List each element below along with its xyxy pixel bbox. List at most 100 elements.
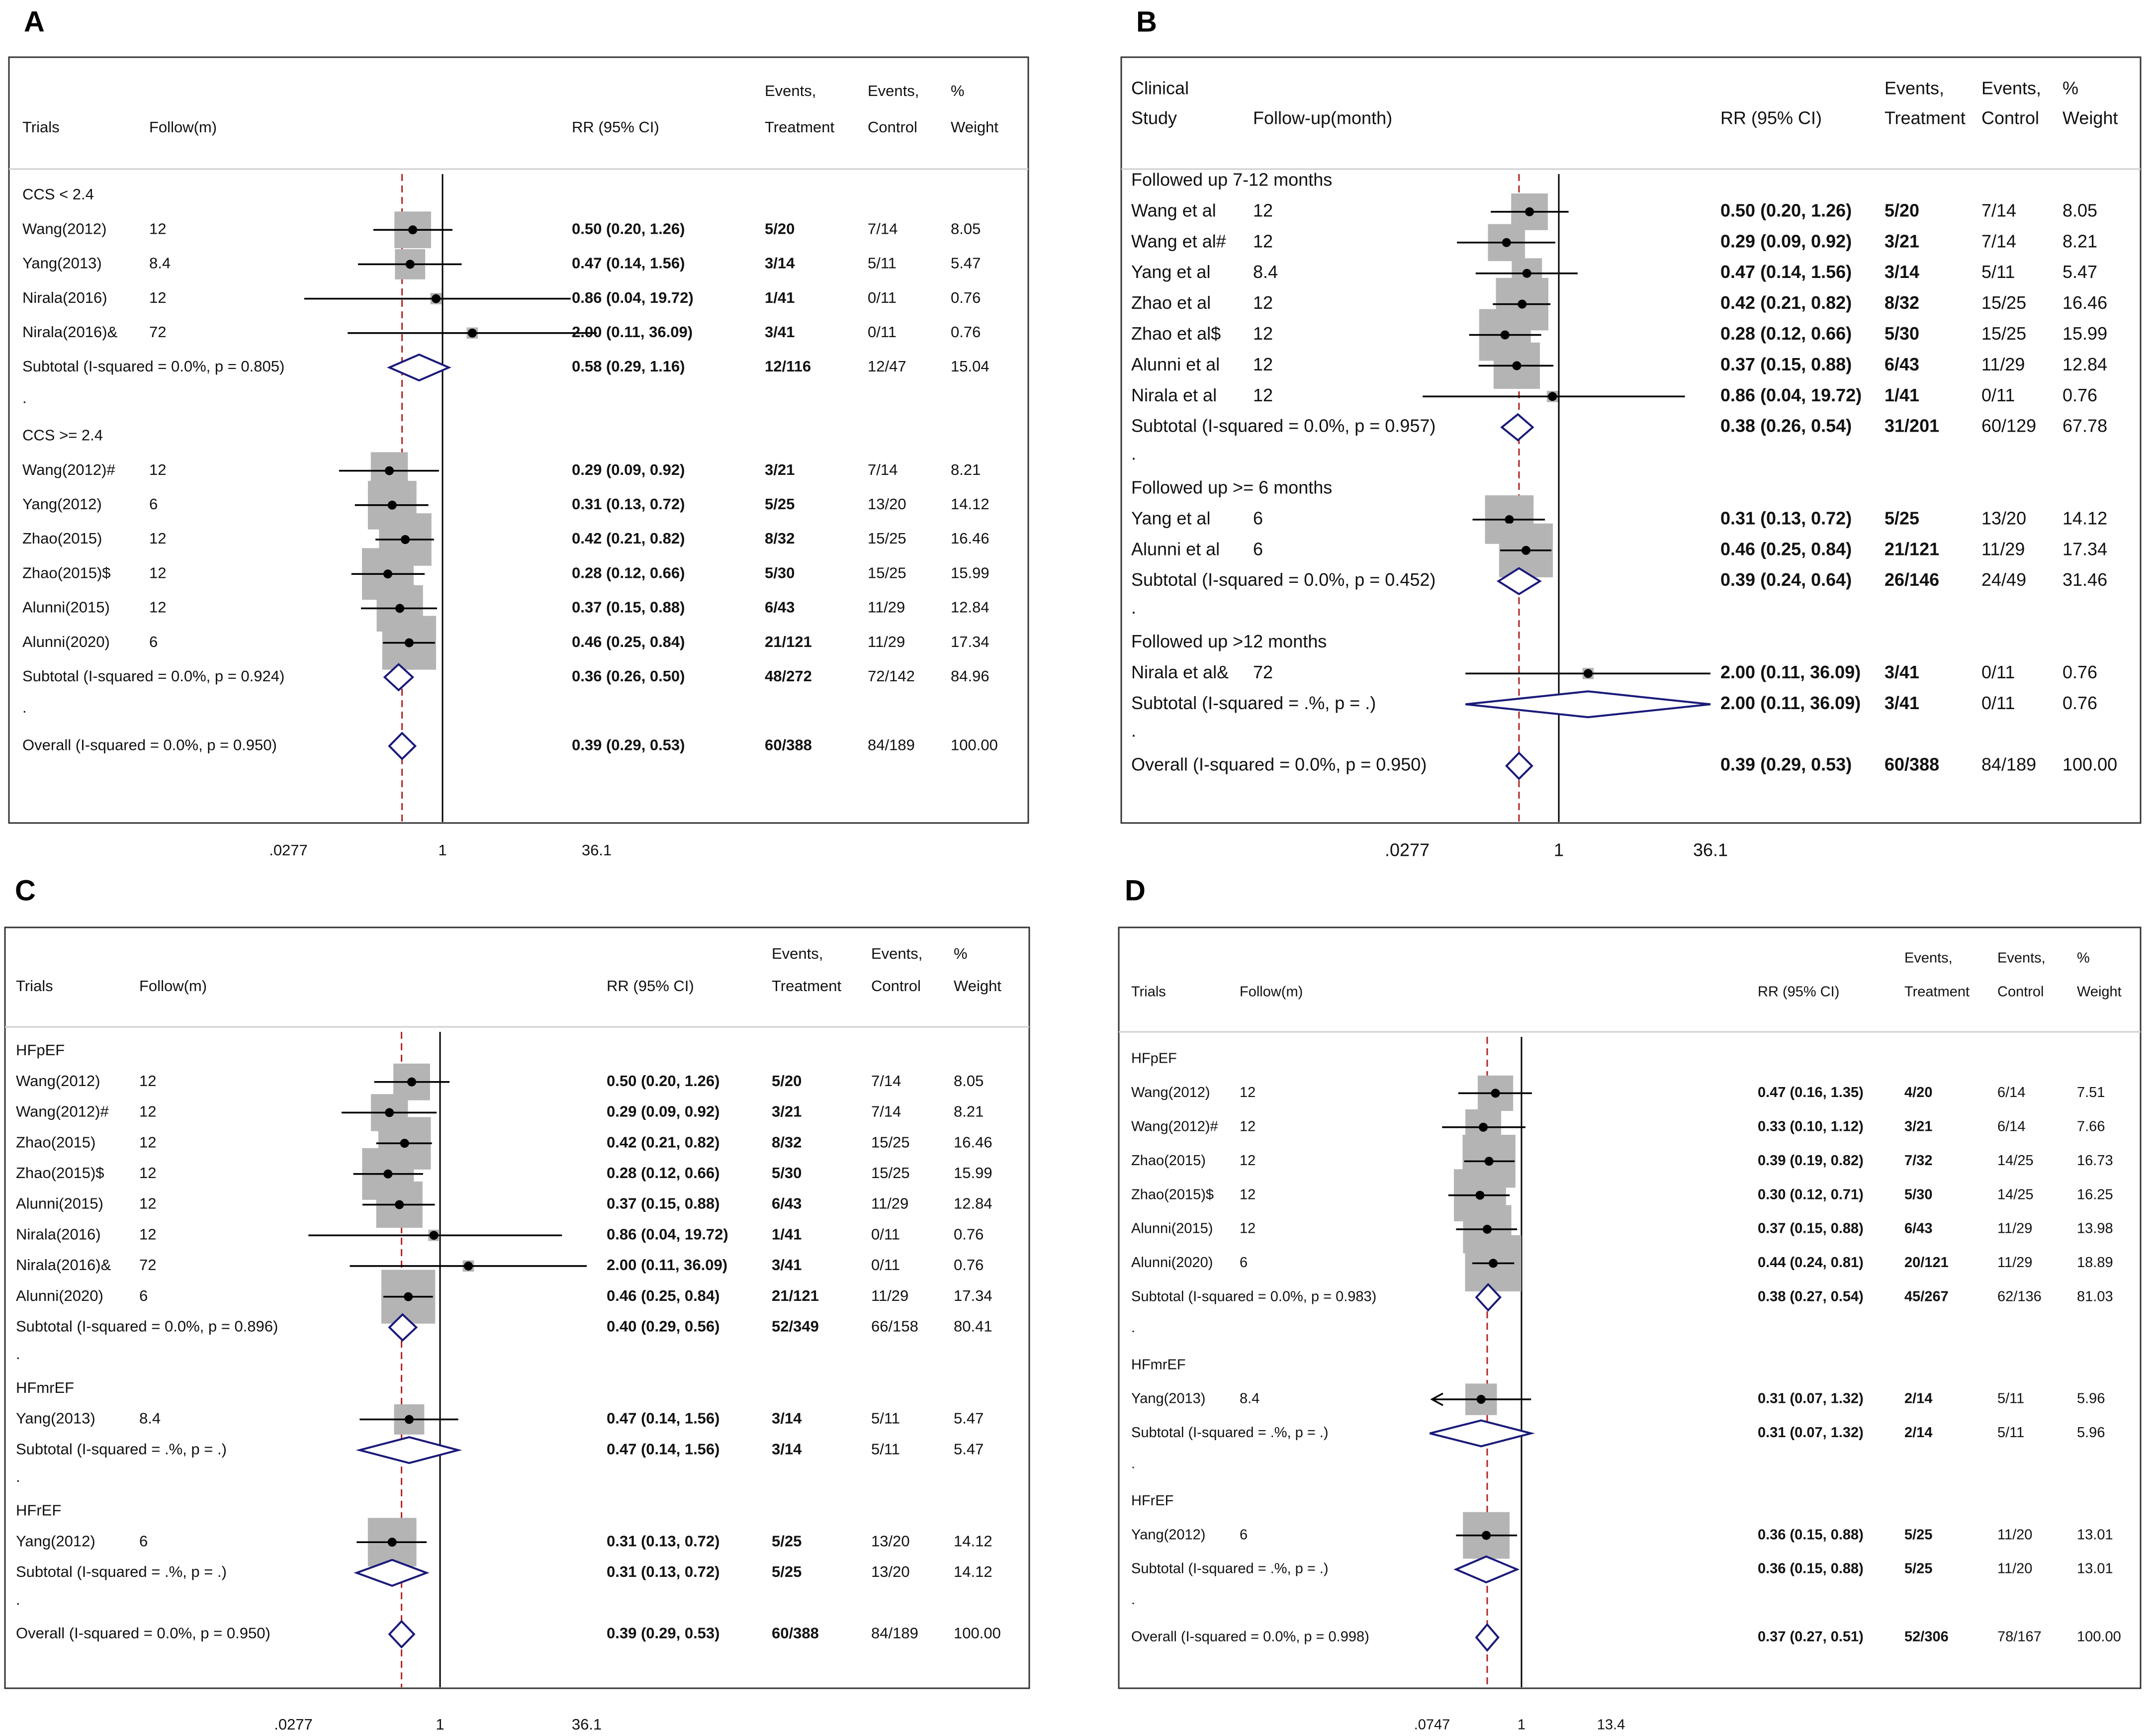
pooled-diamond xyxy=(388,731,417,761)
row-spacer-dot: . xyxy=(16,1591,20,1608)
events-treatment-value: 8/32 xyxy=(765,530,795,547)
follow-up-value: 12 xyxy=(1253,354,1273,374)
weight-value: 5.96 xyxy=(2077,1391,2105,1407)
rr-ci-value: 0.47 (0.14, 1.56) xyxy=(607,1410,720,1427)
point-estimate xyxy=(429,1231,439,1240)
header-events-control: Control xyxy=(868,118,917,136)
rr-ci-value: 0.47 (0.14, 1.56) xyxy=(572,255,685,272)
follow-up-value: 6 xyxy=(1240,1255,1248,1271)
group-label: HFrEF xyxy=(1131,1493,1173,1509)
panel-frame xyxy=(1118,926,2142,1689)
group-row: Followed up 7-12 months xyxy=(1131,170,1332,190)
events-control-value: 13/20 xyxy=(871,1532,910,1550)
point-estimate xyxy=(1521,546,1530,555)
weight-value: 5.96 xyxy=(2077,1425,2105,1441)
header-events-control-top: Events, xyxy=(868,82,919,99)
axis-tick-label: 1 xyxy=(1554,840,1564,860)
events-control-value: 7/14 xyxy=(871,1103,901,1120)
panel-frame xyxy=(4,926,1030,1689)
header-study: Trials xyxy=(22,118,60,136)
rr-ci-value: 0.29 (0.09, 0.92) xyxy=(607,1103,720,1120)
events-treatment-value: 6/43 xyxy=(1904,1221,1932,1237)
subtotal-row: Overall (I-squared = 0.0%, p = 0.950) 0.3… xyxy=(1131,751,2117,780)
group-row: HFpEF xyxy=(1131,1051,1177,1067)
pooled-diamond xyxy=(386,353,451,382)
pooled-diamond xyxy=(354,1558,430,1587)
rr-ci-value: 0.86 (0.04, 19.72) xyxy=(1720,385,1862,405)
weight-value: 100.00 xyxy=(954,1624,1001,1642)
header-follow: Follow(m) xyxy=(149,118,217,136)
rr-ci-value: 0.38 (0.27, 0.54) xyxy=(1758,1288,1864,1304)
weight-value: 100.00 xyxy=(951,736,998,753)
axis-tick-label: .0277 xyxy=(269,841,308,859)
events-control-value: 24/49 xyxy=(1981,569,2026,590)
axis-tick-label: .0747 xyxy=(1414,1717,1450,1733)
rr-ci-value: 0.28 (0.12, 0.66) xyxy=(572,564,685,581)
rr-ci-value: 0.39 (0.29, 0.53) xyxy=(607,1624,720,1642)
rr-ci-value: 0.86 (0.04, 19.72) xyxy=(607,1225,728,1243)
axis-tick-label: 1 xyxy=(436,1716,444,1733)
study-row: Wang et al# 12 0.29 (0.09, 0.92) 3/21 7/14 8.… xyxy=(1131,224,2097,262)
rr-ci-value: 0.29 (0.09, 0.92) xyxy=(572,461,685,478)
events-control-value: 60/129 xyxy=(1981,416,2036,436)
point-estimate xyxy=(1583,669,1593,678)
events-treatment-value: 45/267 xyxy=(1904,1288,1949,1304)
follow-up-value: 6 xyxy=(139,1532,148,1550)
study-row: Nirala(2016) 12 0.86 (0.04, 19.72) 1/41 0/11… xyxy=(22,289,981,306)
point-estimate xyxy=(1518,299,1527,309)
events-control-value: 84/189 xyxy=(1981,754,2036,775)
weight-value: 0.76 xyxy=(2062,693,2097,713)
follow-up-value: 12 xyxy=(149,530,166,547)
events-treatment-value: 5/30 xyxy=(1884,323,1919,344)
point-estimate xyxy=(405,260,415,269)
events-control-value: 5/11 xyxy=(871,1440,900,1458)
weight-value: 13.01 xyxy=(2077,1527,2113,1543)
events-treatment-value: 5/20 xyxy=(765,220,795,237)
study-row: Yang(2012) 6 0.36 (0.15, 0.88) 5/25 11/20 13.… xyxy=(1131,1512,2113,1559)
rr-ci-value: 0.36 (0.26, 0.50) xyxy=(572,667,685,685)
header-weight: Weight xyxy=(2077,984,2122,1000)
weight-value: 8.21 xyxy=(954,1103,984,1120)
dot-row: . xyxy=(22,389,27,406)
axis-tick-label: .0277 xyxy=(1385,840,1430,860)
rr-ci-value: 0.46 (0.25, 0.84) xyxy=(572,633,685,650)
rr-ci-value: 0.40 (0.29, 0.56) xyxy=(607,1317,720,1335)
weight-value: 100.00 xyxy=(2077,1629,2121,1645)
study-label: Alunni(2020) xyxy=(16,1287,103,1304)
events-control-value: 6/14 xyxy=(1997,1118,2025,1134)
events-treatment-value: 21/121 xyxy=(765,633,812,650)
subtotal-row: Subtotal (I-squared = 0.0%, p = 0.924) 0.… xyxy=(22,663,989,692)
point-estimate xyxy=(1482,1225,1492,1234)
weight-value: 17.34 xyxy=(2062,539,2107,559)
pooled-diamond xyxy=(1430,1419,1535,1448)
study-row: Wang(2012)# 12 0.29 (0.09, 0.92) 3/21 7/14 8.… xyxy=(16,1094,984,1131)
rr-ci-value: 0.42 (0.21, 0.82) xyxy=(1720,292,1852,313)
follow-up-value: 8.4 xyxy=(1253,262,1278,282)
dot-row: . xyxy=(1131,1456,1135,1471)
header-events-treatment: Treatment xyxy=(765,118,835,136)
header-rr: RR (95% CI) xyxy=(1758,984,1839,1000)
events-control-value: 7/14 xyxy=(1981,231,2016,251)
events-treatment-value: 1/41 xyxy=(765,289,795,306)
study-label: Yang(2013) xyxy=(16,1410,95,1427)
subtotal-label: Subtotal (I-squared = 0.0%, p = 0.452) xyxy=(1131,569,1435,590)
events-treatment-value: 3/41 xyxy=(1884,693,1919,713)
events-control-value: 13/20 xyxy=(868,495,906,513)
row-spacer-dot: . xyxy=(1131,1592,1135,1608)
dot-row: . xyxy=(22,699,27,716)
events-treatment-value: 5/20 xyxy=(1884,200,1919,220)
weight-value: 84.96 xyxy=(951,667,989,685)
header-weight: Weight xyxy=(954,977,1001,995)
study-row: Alunni(2015) 12 0.37 (0.15, 0.88) 6/43 11/29… xyxy=(16,1181,992,1228)
events-control-value: 11/29 xyxy=(1981,539,2025,559)
events-treatment-value: 3/14 xyxy=(765,255,795,272)
subtotal-label: Subtotal (I-squared = .%, p = .) xyxy=(1131,1561,1329,1577)
subtotal-row: Subtotal (I-squared = .%, p = .) 0.36 (0.… xyxy=(1131,1555,2113,1584)
subtotal-label: Overall (I-squared = 0.0%, p = 0.950) xyxy=(16,1624,270,1642)
subtotal-label: Subtotal (I-squared = 0.0%, p = 0.924) xyxy=(22,667,284,685)
panel-label: B xyxy=(1136,5,1157,38)
events-treatment-value: 5/25 xyxy=(1904,1527,1932,1543)
follow-up-value: 8.4 xyxy=(149,255,171,272)
events-control-value: 0/11 xyxy=(868,323,897,341)
weight-value: 0.76 xyxy=(2062,662,2097,682)
